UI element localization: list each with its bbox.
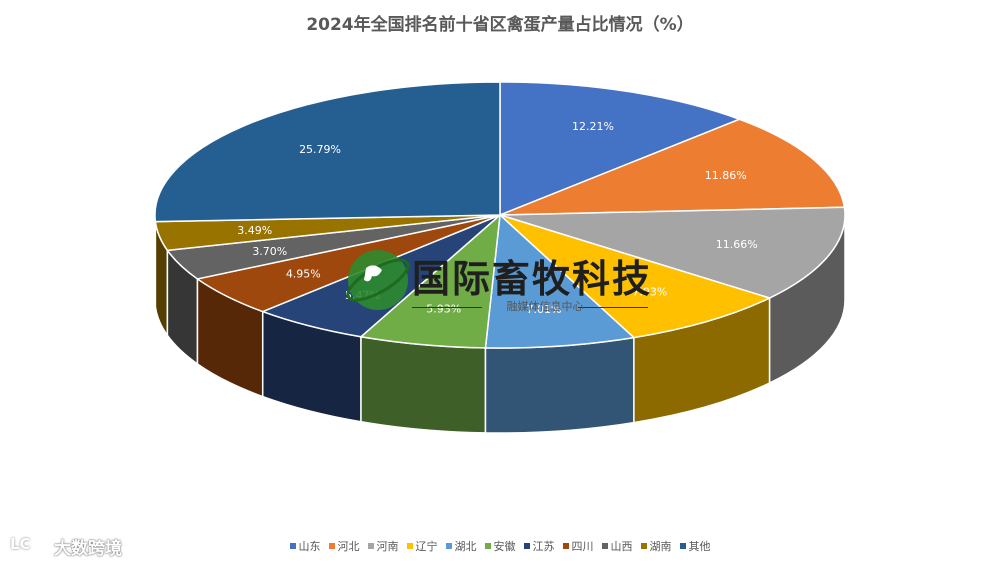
legend-label: 安徽 [494,540,516,553]
legend-label: 河南 [377,540,399,553]
legend-swatch [407,543,413,549]
corner-logo: LC [10,535,31,553]
corner-watermark: 大数跨境 [54,534,122,559]
legend-item-辽宁: 辽宁 [407,538,438,554]
pie-side-4 [485,338,633,433]
data-label-2: 11.66% [716,238,758,251]
legend-item-湖南: 湖南 [641,538,672,554]
legend-swatch [524,543,530,549]
legend-swatch [329,543,335,549]
legend-item-江苏: 江苏 [524,538,555,554]
legend-swatch [602,543,608,549]
legend-swatch [290,543,296,549]
legend-label: 湖北 [455,540,477,553]
legend-item-湖北: 湖北 [446,538,477,554]
pie-side-5 [361,337,485,433]
legend-swatch [368,543,374,549]
data-label-9: 3.49% [237,224,272,237]
legend-label: 其他 [689,540,711,553]
legend-label: 河北 [338,540,360,553]
legend-label: 湖南 [650,540,672,553]
data-label-0: 12.21% [572,120,614,133]
data-label-10: 25.79% [299,143,341,156]
legend-item-山西: 山西 [602,538,633,554]
data-label-7: 4.95% [286,267,321,280]
legend-swatch [485,543,491,549]
legend-item-四川: 四川 [563,538,594,554]
legend-swatch [641,543,647,549]
legend-item-其他: 其他 [680,538,711,554]
legend-item-山东: 山东 [290,538,321,554]
legend-label: 山西 [611,540,633,553]
watermark-brand: 国际畜牧科技 [412,248,652,303]
legend-swatch [563,543,569,549]
data-label-1: 11.86% [705,169,747,182]
legend-item-河北: 河北 [329,538,360,554]
watermark-subtitle: 融媒体信息中心 [440,298,650,314]
legend-label: 辽宁 [416,540,438,553]
legend-label: 江苏 [533,540,555,553]
legend-item-安徽: 安徽 [485,538,516,554]
legend-label: 山东 [299,540,321,553]
legend-swatch [680,543,686,549]
legend-label: 四川 [572,540,594,553]
data-label-8: 3.70% [252,245,287,258]
legend-swatch [446,543,452,549]
legend-item-河南: 河南 [368,538,399,554]
legend: 山东 河北 河南 辽宁 湖北 安徽 江苏 四川 山西 湖南 其他 [0,538,1000,554]
